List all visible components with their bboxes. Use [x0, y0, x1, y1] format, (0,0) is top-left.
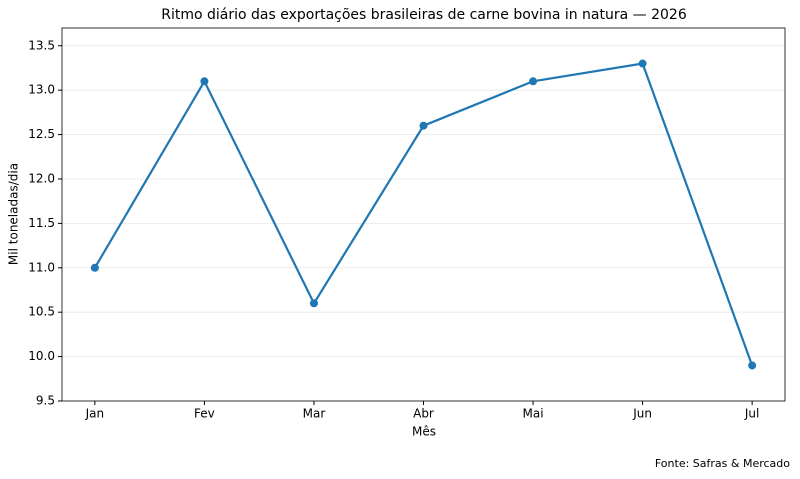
y-tick-label: 11.0 — [28, 260, 55, 274]
source-note: Fonte: Safras & Mercado — [655, 457, 790, 470]
x-tick-label: Mar — [303, 407, 326, 421]
y-tick-label: 12.5 — [28, 127, 55, 141]
y-tick-label: 9.5 — [36, 394, 55, 408]
x-tick-label: Fev — [194, 407, 215, 421]
data-point — [200, 77, 209, 86]
y-tick-label: 13.0 — [28, 83, 55, 97]
y-tick-label: 10.0 — [28, 349, 55, 363]
data-point — [309, 299, 318, 308]
x-axis-label: Mês — [412, 425, 436, 439]
y-tick-label: 10.5 — [28, 305, 55, 319]
x-tick-label: Abr — [413, 407, 434, 421]
plot-frame — [61, 27, 786, 402]
y-tick-label: 13.5 — [28, 38, 55, 52]
data-point — [90, 263, 99, 272]
data-point — [529, 77, 538, 86]
x-tick-label: Jan — [85, 407, 105, 421]
y-tick-label: 11.5 — [28, 216, 55, 230]
y-tick-label: 12.0 — [28, 171, 55, 185]
y-axis-label: Mil toneladas/dia — [7, 163, 21, 265]
data-point — [419, 121, 428, 130]
x-tick-label: Mai — [523, 407, 544, 421]
chart-title: Ritmo diário das exportações brasileiras… — [161, 7, 687, 23]
data-line — [93, 62, 754, 366]
x-tick-label: Jun — [632, 407, 652, 421]
x-tick-label: Jul — [744, 407, 759, 421]
data-point — [638, 59, 647, 68]
data-point — [748, 361, 757, 370]
